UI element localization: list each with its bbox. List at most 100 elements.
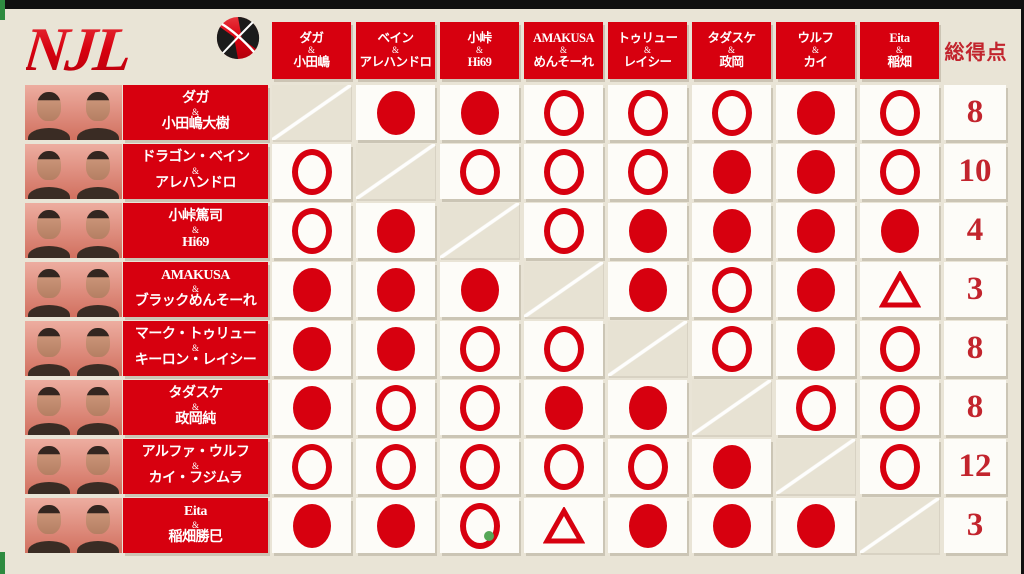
wrestler-portrait bbox=[77, 203, 119, 258]
team-name-label: ドラゴン・ベイン bbox=[141, 149, 251, 165]
team-row-8: Eita & 稲畑勝巳 3 bbox=[25, 498, 1006, 553]
filled-circle-icon bbox=[292, 267, 331, 312]
team-name-label: & bbox=[191, 460, 199, 471]
green-edge-bottom bbox=[0, 552, 5, 574]
filled-circle-icon bbox=[796, 149, 835, 194]
open-circle-icon bbox=[627, 89, 668, 136]
result-cell bbox=[692, 439, 771, 494]
team-name-label: & bbox=[191, 165, 199, 176]
team-row-5: マーク・トゥリュー & キーロン・レイシー 8 bbox=[25, 321, 1006, 376]
wrestler-portrait bbox=[77, 321, 119, 376]
team-row-2: ドラゴン・ベイン & アレハンドロ 10 bbox=[25, 144, 1006, 199]
result-cell bbox=[356, 439, 435, 494]
result-cell bbox=[356, 498, 435, 553]
opponent-header-label: カイ bbox=[803, 55, 828, 70]
result-cell bbox=[356, 321, 435, 376]
team-photo bbox=[25, 262, 122, 317]
filled-circle-icon bbox=[376, 208, 415, 253]
opponent-header-label: & bbox=[391, 44, 399, 55]
opponent-header-label: めんそーれ bbox=[533, 55, 594, 70]
result-cell bbox=[692, 85, 771, 140]
result-cell bbox=[440, 321, 519, 376]
team-name-label: アレハンドロ bbox=[155, 176, 237, 192]
result-cell bbox=[272, 144, 351, 199]
opponent-header-3: 小峠 & Hi69 bbox=[440, 22, 519, 79]
result-cell bbox=[692, 144, 771, 199]
filled-circle-icon bbox=[376, 503, 415, 548]
opponent-header-6: タダスケ & 政岡 bbox=[692, 22, 771, 79]
team-name-label: キーロン・レイシー bbox=[134, 353, 257, 369]
result-cell bbox=[608, 144, 687, 199]
ball-icon bbox=[216, 16, 260, 60]
opponent-header-label: & bbox=[475, 44, 483, 55]
result-cell bbox=[860, 144, 939, 199]
result-cell bbox=[440, 380, 519, 435]
result-cell bbox=[860, 380, 939, 435]
open-circle-icon bbox=[543, 89, 584, 136]
result-cell bbox=[356, 203, 435, 258]
team-name-label: ブラックめんそーれ bbox=[134, 294, 257, 310]
team-name: AMAKUSA & ブラックめんそーれ bbox=[123, 262, 268, 317]
result-cell bbox=[608, 262, 687, 317]
result-cell bbox=[860, 262, 939, 317]
team-photo bbox=[25, 85, 122, 140]
team-name-label: & bbox=[191, 283, 199, 294]
self-match-cell bbox=[524, 262, 603, 317]
result-cell bbox=[776, 321, 855, 376]
result-cell bbox=[272, 439, 351, 494]
total-points-header: 総得点 bbox=[944, 42, 1008, 64]
wrestler-portrait bbox=[28, 321, 70, 376]
open-circle-icon bbox=[459, 325, 500, 372]
opponent-header-label: ベイン bbox=[377, 31, 414, 46]
opponent-header-5: トゥリュー & レイシー bbox=[608, 22, 687, 79]
wrestler-portrait bbox=[28, 203, 70, 258]
opponent-header-label: ウルフ bbox=[797, 31, 834, 46]
opponent-header-8: Eita & 稲畑 bbox=[860, 22, 939, 79]
filled-circle-icon bbox=[628, 503, 667, 548]
open-circle-icon bbox=[291, 207, 332, 254]
open-circle-icon bbox=[459, 148, 500, 195]
wrestler-portrait bbox=[28, 439, 70, 494]
opponent-header-label: & bbox=[307, 44, 315, 55]
team-name: Eita & 稲畑勝巳 bbox=[123, 498, 268, 553]
result-cell bbox=[776, 85, 855, 140]
wrestler-portrait bbox=[28, 85, 70, 140]
team-photo bbox=[25, 380, 122, 435]
self-match-cell bbox=[440, 203, 519, 258]
total-points-value: 4 bbox=[944, 203, 1006, 258]
self-match-cell bbox=[272, 85, 351, 140]
team-name-label: Eita bbox=[184, 503, 207, 519]
team-row-4: AMAKUSA & ブラックめんそーれ 3 bbox=[25, 262, 1006, 317]
filled-circle-icon bbox=[628, 208, 667, 253]
result-cell bbox=[356, 380, 435, 435]
result-cell bbox=[860, 85, 939, 140]
wrestler-portrait bbox=[28, 262, 70, 317]
opponent-header-label: トゥリュー bbox=[617, 31, 678, 46]
team-name-label: アルファ・ウルフ bbox=[141, 444, 250, 460]
wrestler-portrait bbox=[77, 498, 119, 553]
filled-circle-icon bbox=[460, 267, 499, 312]
njl-logo-icon: NJL bbox=[19, 16, 260, 84]
open-circle-icon bbox=[627, 443, 668, 490]
team-name-label: & bbox=[191, 519, 199, 530]
triangle-icon bbox=[542, 506, 585, 545]
opponent-header-label: アレハンドロ bbox=[359, 55, 432, 70]
open-circle-icon bbox=[879, 443, 920, 490]
result-cell bbox=[272, 380, 351, 435]
team-name-label: Hi69 bbox=[182, 235, 209, 251]
team-name: マーク・トゥリュー & キーロン・レイシー bbox=[123, 321, 268, 376]
total-points-value: 8 bbox=[944, 321, 1006, 376]
total-points-value: 3 bbox=[944, 262, 1006, 317]
filled-circle-icon bbox=[376, 326, 415, 371]
open-circle-icon bbox=[543, 207, 584, 254]
total-points-value: 8 bbox=[944, 380, 1006, 435]
team-photo bbox=[25, 144, 122, 199]
open-circle-icon bbox=[291, 443, 332, 490]
open-circle-icon bbox=[795, 384, 836, 431]
open-circle-icon bbox=[543, 325, 584, 372]
opponents-header: ダガ & 小田嶋 ベイン & アレハンドロ 小峠 & Hi69 AMAKUSA & めんそーれ トゥリュ… bbox=[272, 22, 939, 79]
total-points-value: 3 bbox=[944, 498, 1006, 553]
result-cell bbox=[524, 498, 603, 553]
top-black-bar bbox=[0, 0, 1024, 9]
njl-logo: NJL bbox=[19, 12, 270, 84]
